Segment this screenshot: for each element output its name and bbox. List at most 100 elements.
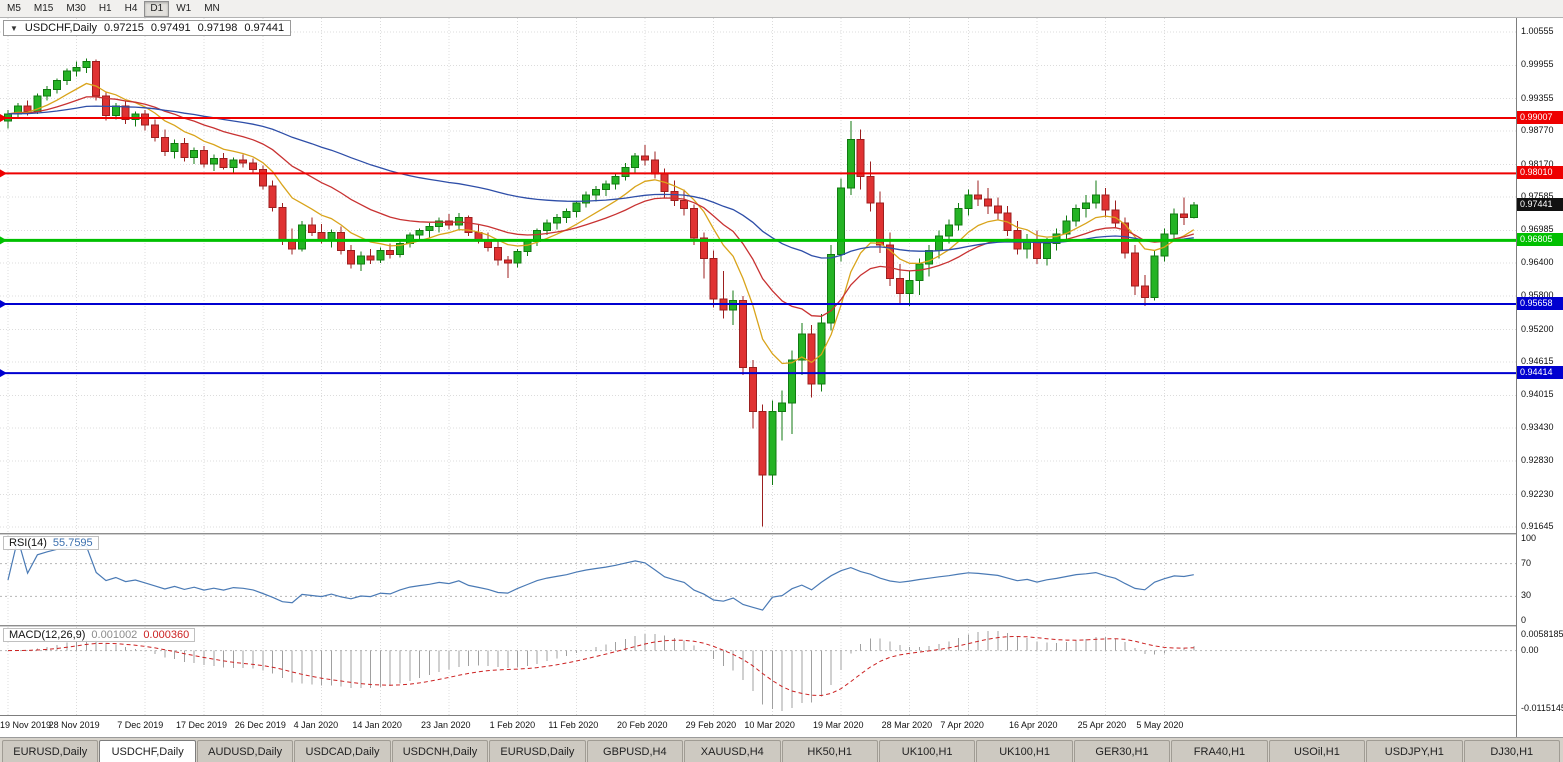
symbol-header[interactable]: ▼ USDCHF,Daily 0.97215 0.97491 0.97198 0… (3, 20, 292, 36)
timeframe-M5[interactable]: M5 (7, 2, 21, 14)
candlestick-chart[interactable] (0, 18, 1516, 533)
price-tick-label: 1.00555 (1521, 26, 1554, 36)
ohlc-high: 0.97491 (150, 22, 191, 34)
macd-signal-value: 0.000360 (143, 629, 190, 641)
date-axis-label: 25 Apr 2020 (1077, 720, 1127, 730)
timeframe-H1[interactable]: H1 (98, 2, 112, 14)
ohlc-open: 0.97215 (104, 22, 144, 34)
hline-marker-icon (0, 114, 7, 122)
timeframe-H4[interactable]: H4 (124, 2, 138, 14)
date-axis-label: 19 Mar 2020 (813, 720, 864, 730)
timeframe-D1[interactable]: D1 (144, 0, 170, 17)
date-axis-label: 11 Feb 2020 (548, 720, 599, 730)
rsi-chart[interactable] (0, 535, 1516, 625)
macd-header: MACD(12,26,9) 0.001002 0.000360 (3, 628, 196, 642)
ohlc-low: 0.97198 (197, 22, 238, 34)
macd-main-value: 0.001002 (91, 629, 138, 641)
date-axis-label: 4 Jan 2020 (293, 720, 339, 730)
price-tick-label: 0.92230 (1521, 488, 1554, 499)
date-axis[interactable]: 19 Nov 2019 28 Nov 2019 7 Dec 2019 17 Dec 2… (0, 715, 1516, 737)
date-axis-label: 14 Jan 2020 (352, 720, 402, 730)
chart-tab-EURUSDDaily[interactable]: EURUSD,Daily (489, 740, 586, 762)
hline-price-tag: 0.94414 (1517, 366, 1563, 380)
timeframe-M30[interactable]: M30 (66, 2, 86, 14)
price-tick-label: 0.99355 (1521, 92, 1554, 103)
price-tick-label: 0.91645 (1521, 521, 1554, 531)
date-axis-label: 10 Mar 2020 (744, 720, 795, 730)
date-axis-label: 29 Feb 2020 (685, 720, 737, 730)
chart-tab-USOilH1[interactable]: USOil,H1 (1268, 740, 1366, 762)
price-tick-label: 0.96400 (1521, 256, 1554, 267)
chart-tab-FRA40H1[interactable]: FRA40,H1 (1171, 740, 1268, 762)
chart-tab-AUDUSDDaily[interactable]: AUDUSD,Daily (196, 740, 294, 762)
rsi-axis-label: 70 (1521, 557, 1532, 568)
chart-tab-USDJPYH1[interactable]: USDJPY,H1 (1366, 740, 1463, 762)
chart-tab-USDCHFDaily[interactable]: USDCHF,Daily (99, 740, 196, 762)
price-tick-label: 0.95800 (1521, 290, 1554, 301)
price-tick-label: 0.95200 (1521, 323, 1554, 334)
collapse-arrow-icon[interactable]: ▼ (10, 23, 18, 33)
rsi-axis-label: 30 (1521, 590, 1532, 601)
hline-marker-icon (0, 369, 7, 378)
price-tick-label: 0.99955 (1521, 59, 1554, 70)
date-axis-label: 19 Nov 2019 (0, 720, 52, 730)
macd-axis-label: 0.0058185 (1521, 629, 1563, 639)
chart-tab-UK100H1[interactable]: UK100,H1 (878, 740, 976, 762)
ohlc-close: 0.97441 (244, 22, 285, 34)
chart-workspace: ▼ USDCHF,Daily 0.97215 0.97491 0.97198 0… (0, 18, 1563, 737)
macd-axis-label: 0.00 (1521, 644, 1539, 655)
macd-chart[interactable] (0, 627, 1516, 715)
chart-tab-HK50H1[interactable]: HK50,H1 (781, 740, 878, 762)
chart-tab-GBPUSDH4[interactable]: GBPUSD,H4 (586, 740, 684, 762)
rsi-value: 55.7595 (52, 537, 93, 549)
price-tick-label: 0.93430 (1521, 421, 1554, 432)
rsi-axis-label: 100 (1521, 533, 1537, 543)
macd-indicator-panel[interactable]: MACD(12,26,9) 0.001002 0.000360 (0, 627, 1516, 715)
rsi-name: RSI(14) (9, 537, 47, 549)
price-tick-label: 0.97585 (1521, 191, 1554, 201)
panel-splitter[interactable] (0, 625, 1516, 627)
timeframe-MN[interactable]: MN (204, 2, 220, 14)
rsi-indicator-panel[interactable]: RSI(14) 55.7595 (0, 535, 1516, 625)
price-tick-label: 0.94015 (1521, 389, 1554, 400)
rsi-line (7, 536, 1194, 611)
ma-line-55 (7, 105, 1194, 259)
chart-tab-DJ30H1[interactable]: DJ30,H1 (1463, 740, 1560, 762)
date-axis-label: 16 Apr 2020 (1009, 720, 1058, 730)
hline-price-tag: 0.96805 (1517, 233, 1563, 247)
ma-line-21 (7, 96, 1194, 317)
date-axis-label: 28 Mar 2020 (881, 720, 933, 730)
price-tick-label: 0.98170 (1521, 158, 1554, 169)
chart-tab-GER30H1[interactable]: GER30,H1 (1073, 740, 1171, 762)
chart-tab-USDCADDaily[interactable]: USDCAD,Daily (294, 740, 391, 762)
date-axis-label: 5 May 2020 (1136, 720, 1184, 730)
ma-line-9 (7, 82, 1195, 365)
macd-histogram (17, 631, 1195, 711)
chart-tab-XAUUSDH4[interactable]: XAUUSD,H4 (684, 740, 781, 762)
timeframe-W1[interactable]: W1 (176, 2, 192, 14)
rsi-axis-label: 0 (1521, 615, 1527, 625)
price-axis[interactable]: 1.00555 0.99955 0.99355 0.98770 0.98170 0.975… (1516, 18, 1563, 737)
hline-marker-icon (0, 300, 7, 309)
chart-tab-EURUSDDaily[interactable]: EURUSD,Daily (2, 740, 99, 762)
price-tick-label: 0.98770 (1521, 125, 1554, 136)
timeframe-toolbar: M5 M15 M30 H1 H4 D1 W1 MN (0, 0, 1563, 18)
rsi-header: RSI(14) 55.7595 (3, 536, 99, 550)
symbol-label: USDCHF,Daily (24, 22, 98, 34)
hline-price-tag: 0.99007 (1517, 111, 1563, 124)
chart-tab-UK100H1[interactable]: UK100,H1 (976, 740, 1073, 762)
price-tick-label: 0.92830 (1521, 455, 1554, 466)
main-price-panel[interactable]: ▼ USDCHF,Daily 0.97215 0.97491 0.97198 0… (0, 18, 1516, 533)
date-axis-label: 26 Dec 2019 (234, 720, 286, 730)
panel-splitter[interactable] (0, 533, 1516, 535)
timeframe-buttons: M5 M15 M30 H1 H4 D1 W1 MN (1, 0, 226, 17)
candles-layer (4, 58, 1198, 527)
chart-tab-USDCNHDaily[interactable]: USDCNH,Daily (391, 740, 489, 762)
chart-panels: ▼ USDCHF,Daily 0.97215 0.97491 0.97198 0… (0, 18, 1516, 737)
timeframe-M15[interactable]: M15 (33, 2, 54, 14)
date-axis-label: 23 Jan 2020 (421, 720, 471, 730)
hline-marker-icon (0, 169, 7, 178)
date-axis-label: 17 Dec 2019 (176, 720, 228, 730)
chart-tabs-bar: EURUSD,Daily USDCHF,Daily AUDUSD,Daily USDC… (0, 737, 1563, 762)
